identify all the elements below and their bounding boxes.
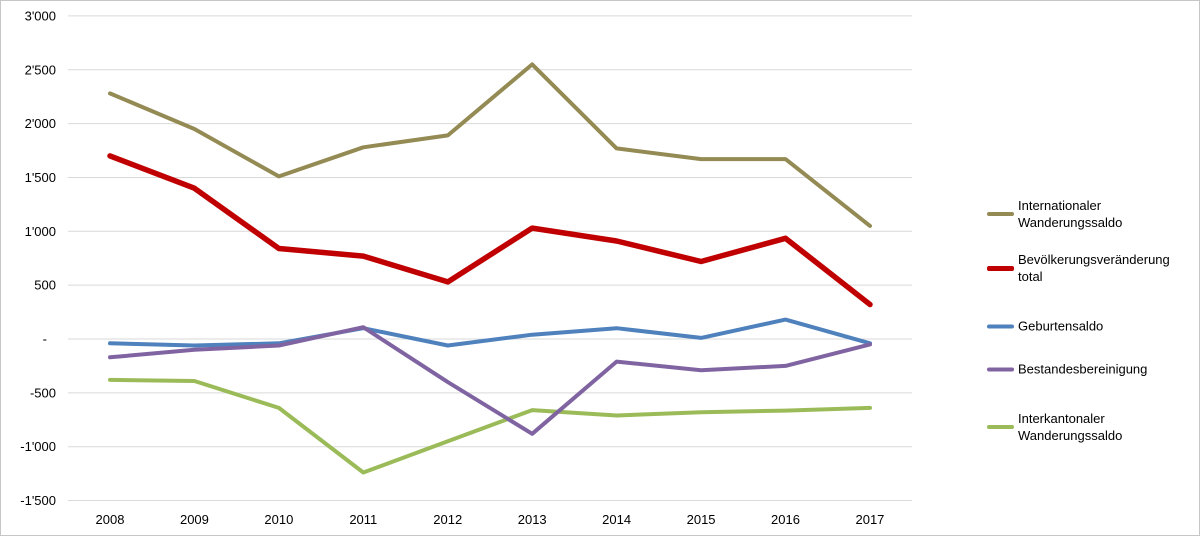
- y-tick-label: 1'000: [25, 224, 56, 239]
- x-tick-label: 2012: [433, 512, 462, 527]
- legend-label-bev-lkerungsver-nderung-total: Bevölkerungsveränderung total: [1018, 252, 1170, 284]
- series-line-interkantonaler-wanderungssaldo: [108, 377, 872, 475]
- y-tick-label: 3'000: [25, 8, 56, 23]
- x-tick-label: 2016: [771, 512, 800, 527]
- legend-swatch-internationaler-wanderungssaldo: [987, 212, 1014, 216]
- y-tick-label: 1'500: [25, 170, 56, 185]
- y-tick-label: 2'000: [25, 116, 56, 131]
- legend-swatch-bev-lkerungsver-nderung-total: [987, 265, 1014, 271]
- y-tick-label: -1'500: [20, 493, 56, 508]
- legend-label-internationaler-wanderungssaldo: Internationaler Wanderungssaldo: [1018, 198, 1123, 230]
- x-tick-label: 2011: [349, 512, 377, 527]
- legend-item-bestandesbereinigung: Bestandesbereinigung: [987, 361, 1147, 378]
- x-tick-label: 2008: [96, 512, 125, 527]
- x-tick-label: 2009: [180, 512, 209, 527]
- legend-label-bestandesbereinigung: Bestandesbereinigung: [1018, 361, 1148, 377]
- x-tick-label: 2014: [602, 512, 631, 527]
- y-tick-label: -: [43, 332, 47, 347]
- legend-label-geburtensaldo: Geburtensaldo: [1018, 318, 1104, 334]
- x-tick-label: 2017: [855, 512, 884, 527]
- series-line-bev-lkerungsver-nderung-total: [107, 153, 873, 308]
- legend-label-interkantonaler-wanderungssaldo: Interkantonaler Wanderungssaldo: [1018, 411, 1123, 443]
- series-line-geburtensaldo: [108, 317, 872, 348]
- legend-swatch-geburtensaldo: [987, 324, 1014, 328]
- y-tick-label: 500: [34, 278, 56, 293]
- legend-item-bev-lkerungsver-nderung-total: Bevölkerungsveränderung total: [987, 251, 1170, 285]
- x-tick-label: 2010: [264, 512, 293, 527]
- legend-item-internationaler-wanderungssaldo: Internationaler Wanderungssaldo: [987, 197, 1122, 231]
- legend-item-interkantonaler-wanderungssaldo: Interkantonaler Wanderungssaldo: [987, 410, 1122, 444]
- legend-swatch-bestandesbereinigung: [987, 367, 1014, 371]
- legend: Internationaler Wanderungssaldo Bevölkeru…: [987, 1, 1197, 535]
- x-tick-label: 2015: [687, 512, 716, 527]
- x-tick-label: 2013: [518, 512, 547, 527]
- y-tick-label: -1'000: [20, 439, 56, 454]
- series-line-bestandesbereinigung: [108, 325, 872, 436]
- series-line-internationaler-wanderungssaldo: [108, 62, 872, 228]
- legend-swatch-interkantonaler-wanderungssaldo: [987, 425, 1014, 429]
- y-tick-label: 2'500: [25, 62, 56, 77]
- y-tick-label: -500: [30, 385, 56, 400]
- legend-item-geburtensaldo: Geburtensaldo: [987, 318, 1103, 335]
